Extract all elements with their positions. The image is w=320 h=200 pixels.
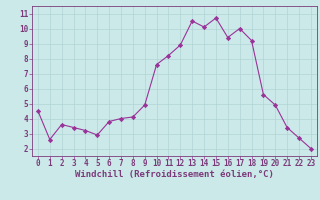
X-axis label: Windchill (Refroidissement éolien,°C): Windchill (Refroidissement éolien,°C) (75, 170, 274, 179)
